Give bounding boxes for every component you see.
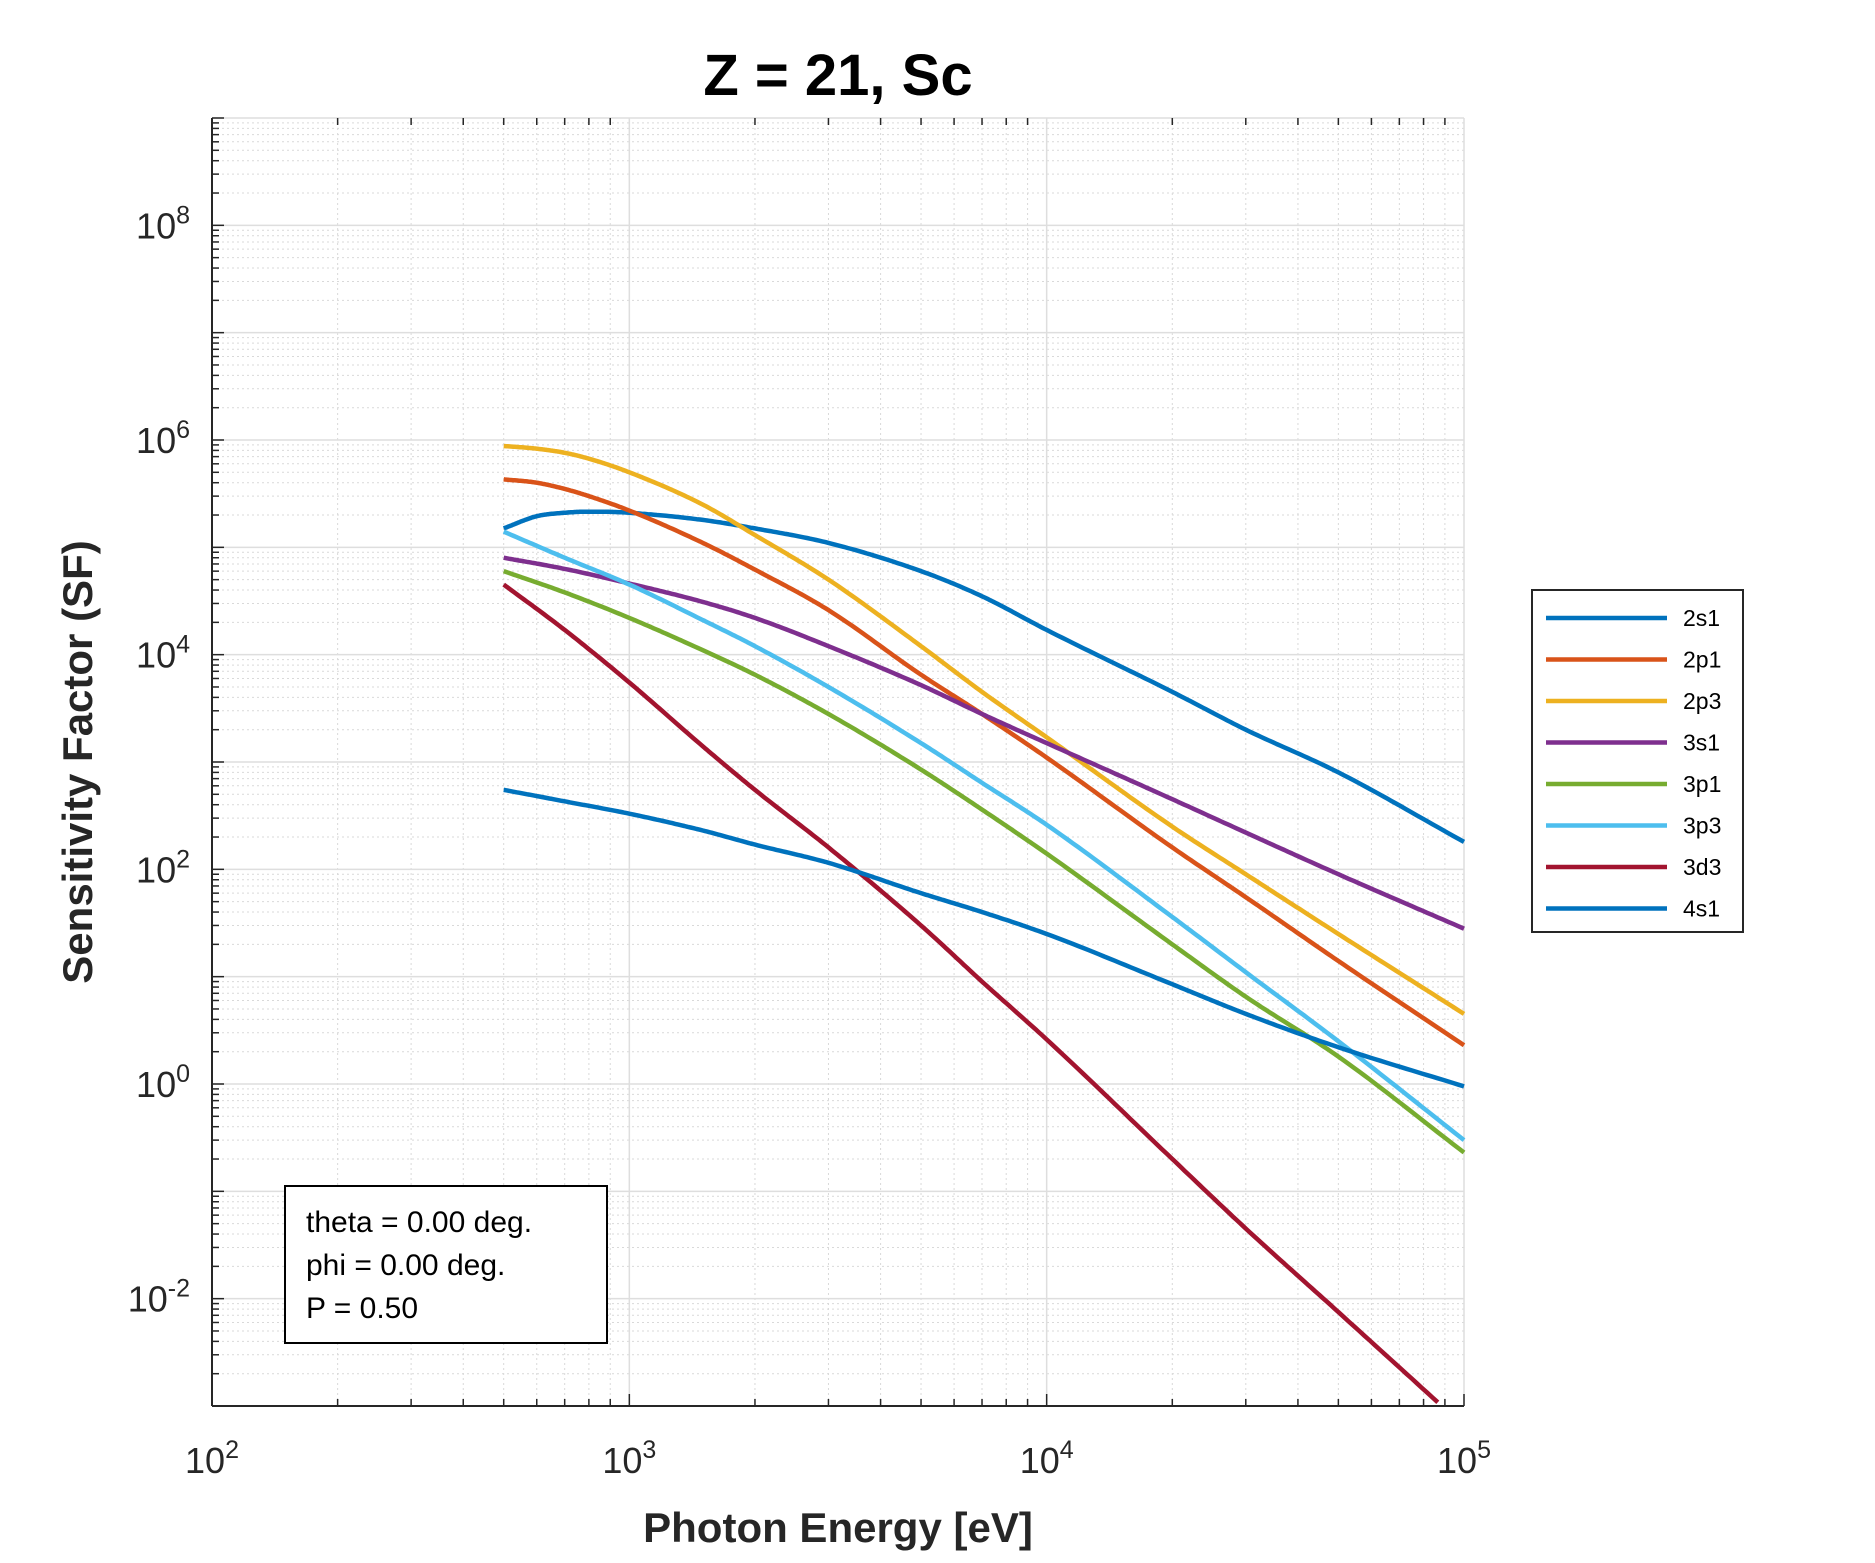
series-line-2p1 — [502, 477, 1466, 1048]
legend-label-2p3: 2p3 — [1683, 688, 1721, 714]
y-axis-label: Sensitivity Factor (SF) — [54, 540, 101, 983]
y-tick-label: 10-2 — [128, 1275, 190, 1320]
x-tick-label: 103 — [602, 1436, 656, 1481]
legend: 2s1 2p1 2p3 3s1 3p1 3p3 3d3 4s1 — [1531, 589, 1744, 933]
annotation-line-phi: phi = 0.00 deg. — [306, 1249, 505, 1282]
series-line-2p3 — [502, 443, 1466, 1016]
annotation-box: theta = 0.00 deg. phi = 0.00 deg. P = 0.… — [284, 1185, 608, 1344]
x-tick-label: 104 — [1020, 1436, 1074, 1481]
series-line-3p3 — [502, 529, 1466, 1142]
series-layer — [502, 443, 1466, 1404]
x-tick-label: 105 — [1437, 1436, 1491, 1481]
chart-title: Z = 21, Sc — [703, 43, 972, 108]
legend-label-2s1: 2s1 — [1683, 605, 1720, 631]
legend-label-2p1: 2p1 — [1683, 647, 1721, 673]
series-line-2s1 — [502, 509, 1466, 844]
x-tick-label: 102 — [185, 1436, 239, 1481]
legend-label-4s1: 4s1 — [1683, 896, 1720, 922]
annotation-line-p: P = 0.50 — [306, 1292, 418, 1325]
legend-frame — [1531, 589, 1744, 933]
y-tick-label: 100 — [136, 1060, 190, 1105]
minor-grid — [212, 118, 1464, 1406]
y-tick-label: 106 — [136, 416, 190, 461]
x-axis-label: Photon Energy [eV] — [643, 1504, 1033, 1551]
legend-label-3p3: 3p3 — [1683, 813, 1721, 839]
legend-label-3p1: 3p1 — [1683, 771, 1721, 797]
tick-labels: 102 103 104 105 10-2 100 102 104 106 108 — [128, 201, 1491, 1481]
annotation-frame — [284, 1185, 608, 1344]
y-tick-label: 104 — [136, 631, 190, 676]
legend-label-3d3: 3d3 — [1683, 854, 1721, 880]
annotation-line-theta: theta = 0.00 deg. — [306, 1206, 532, 1239]
y-tick-label: 108 — [136, 201, 190, 246]
y-tick-label: 102 — [136, 845, 190, 890]
series-line-3d3 — [502, 582, 1440, 1404]
axes — [211, 117, 1465, 1407]
legend-label-3s1: 3s1 — [1683, 730, 1720, 756]
series-line-4s1 — [503, 787, 1465, 1089]
series-line-3p1 — [502, 568, 1466, 1155]
